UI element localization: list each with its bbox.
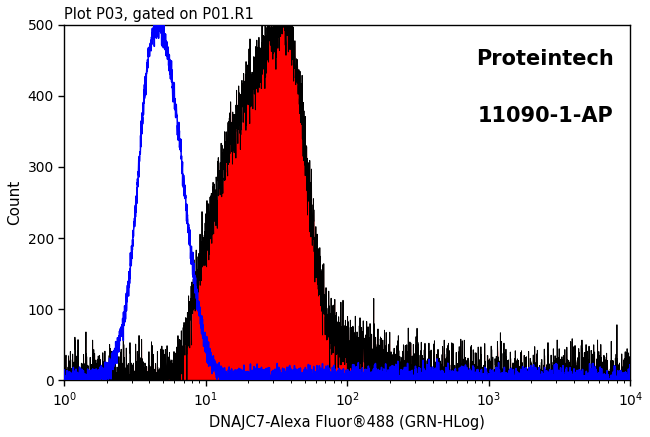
Text: Plot P03, gated on P01.R1: Plot P03, gated on P01.R1	[64, 7, 254, 22]
Y-axis label: Count: Count	[7, 180, 22, 225]
X-axis label: DNAJC7-Alexa Fluor®488 (GRN-HLog): DNAJC7-Alexa Fluor®488 (GRN-HLog)	[209, 415, 486, 430]
Text: 11090-1-AP: 11090-1-AP	[478, 106, 614, 126]
Text: Proteintech: Proteintech	[476, 49, 614, 69]
